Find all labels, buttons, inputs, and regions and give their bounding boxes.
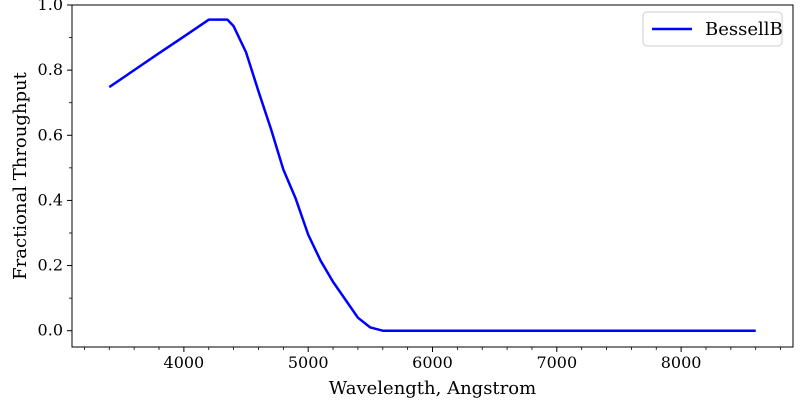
- x-tick-label: 8000: [661, 353, 702, 372]
- y-tick-label: 0.6: [38, 125, 63, 144]
- legend-label: BessellB: [705, 19, 783, 40]
- x-tick-label: 6000: [412, 353, 453, 372]
- series-layer: [108, 18, 756, 332]
- x-axis-label: Wavelength, Angstrom: [329, 378, 536, 399]
- legend-box: [642, 11, 783, 47]
- y-tick-label: 0.0: [38, 321, 63, 340]
- series-line-bessellb: [108, 18, 756, 332]
- plot-frame: [71, 4, 794, 348]
- y-tick-label: 0.8: [38, 60, 63, 79]
- y-tick-label: 0.4: [38, 190, 63, 209]
- x-tick-label: 7000: [536, 353, 577, 372]
- axis-ticks: 4000 5000 6000 7000 8000 0.0 0.2 0.4 0.6 0.8 1.0: [38, 0, 781, 372]
- x-tick-label: 4000: [164, 353, 205, 372]
- plot-border: [71, 4, 794, 348]
- legend: BessellB: [642, 11, 783, 47]
- x-tick-label: 5000: [288, 353, 329, 372]
- y-tick-label: 1.0: [38, 0, 63, 14]
- y-tick-label: 0.2: [38, 256, 63, 275]
- y-axis-label: Fractional Throughput: [10, 71, 31, 279]
